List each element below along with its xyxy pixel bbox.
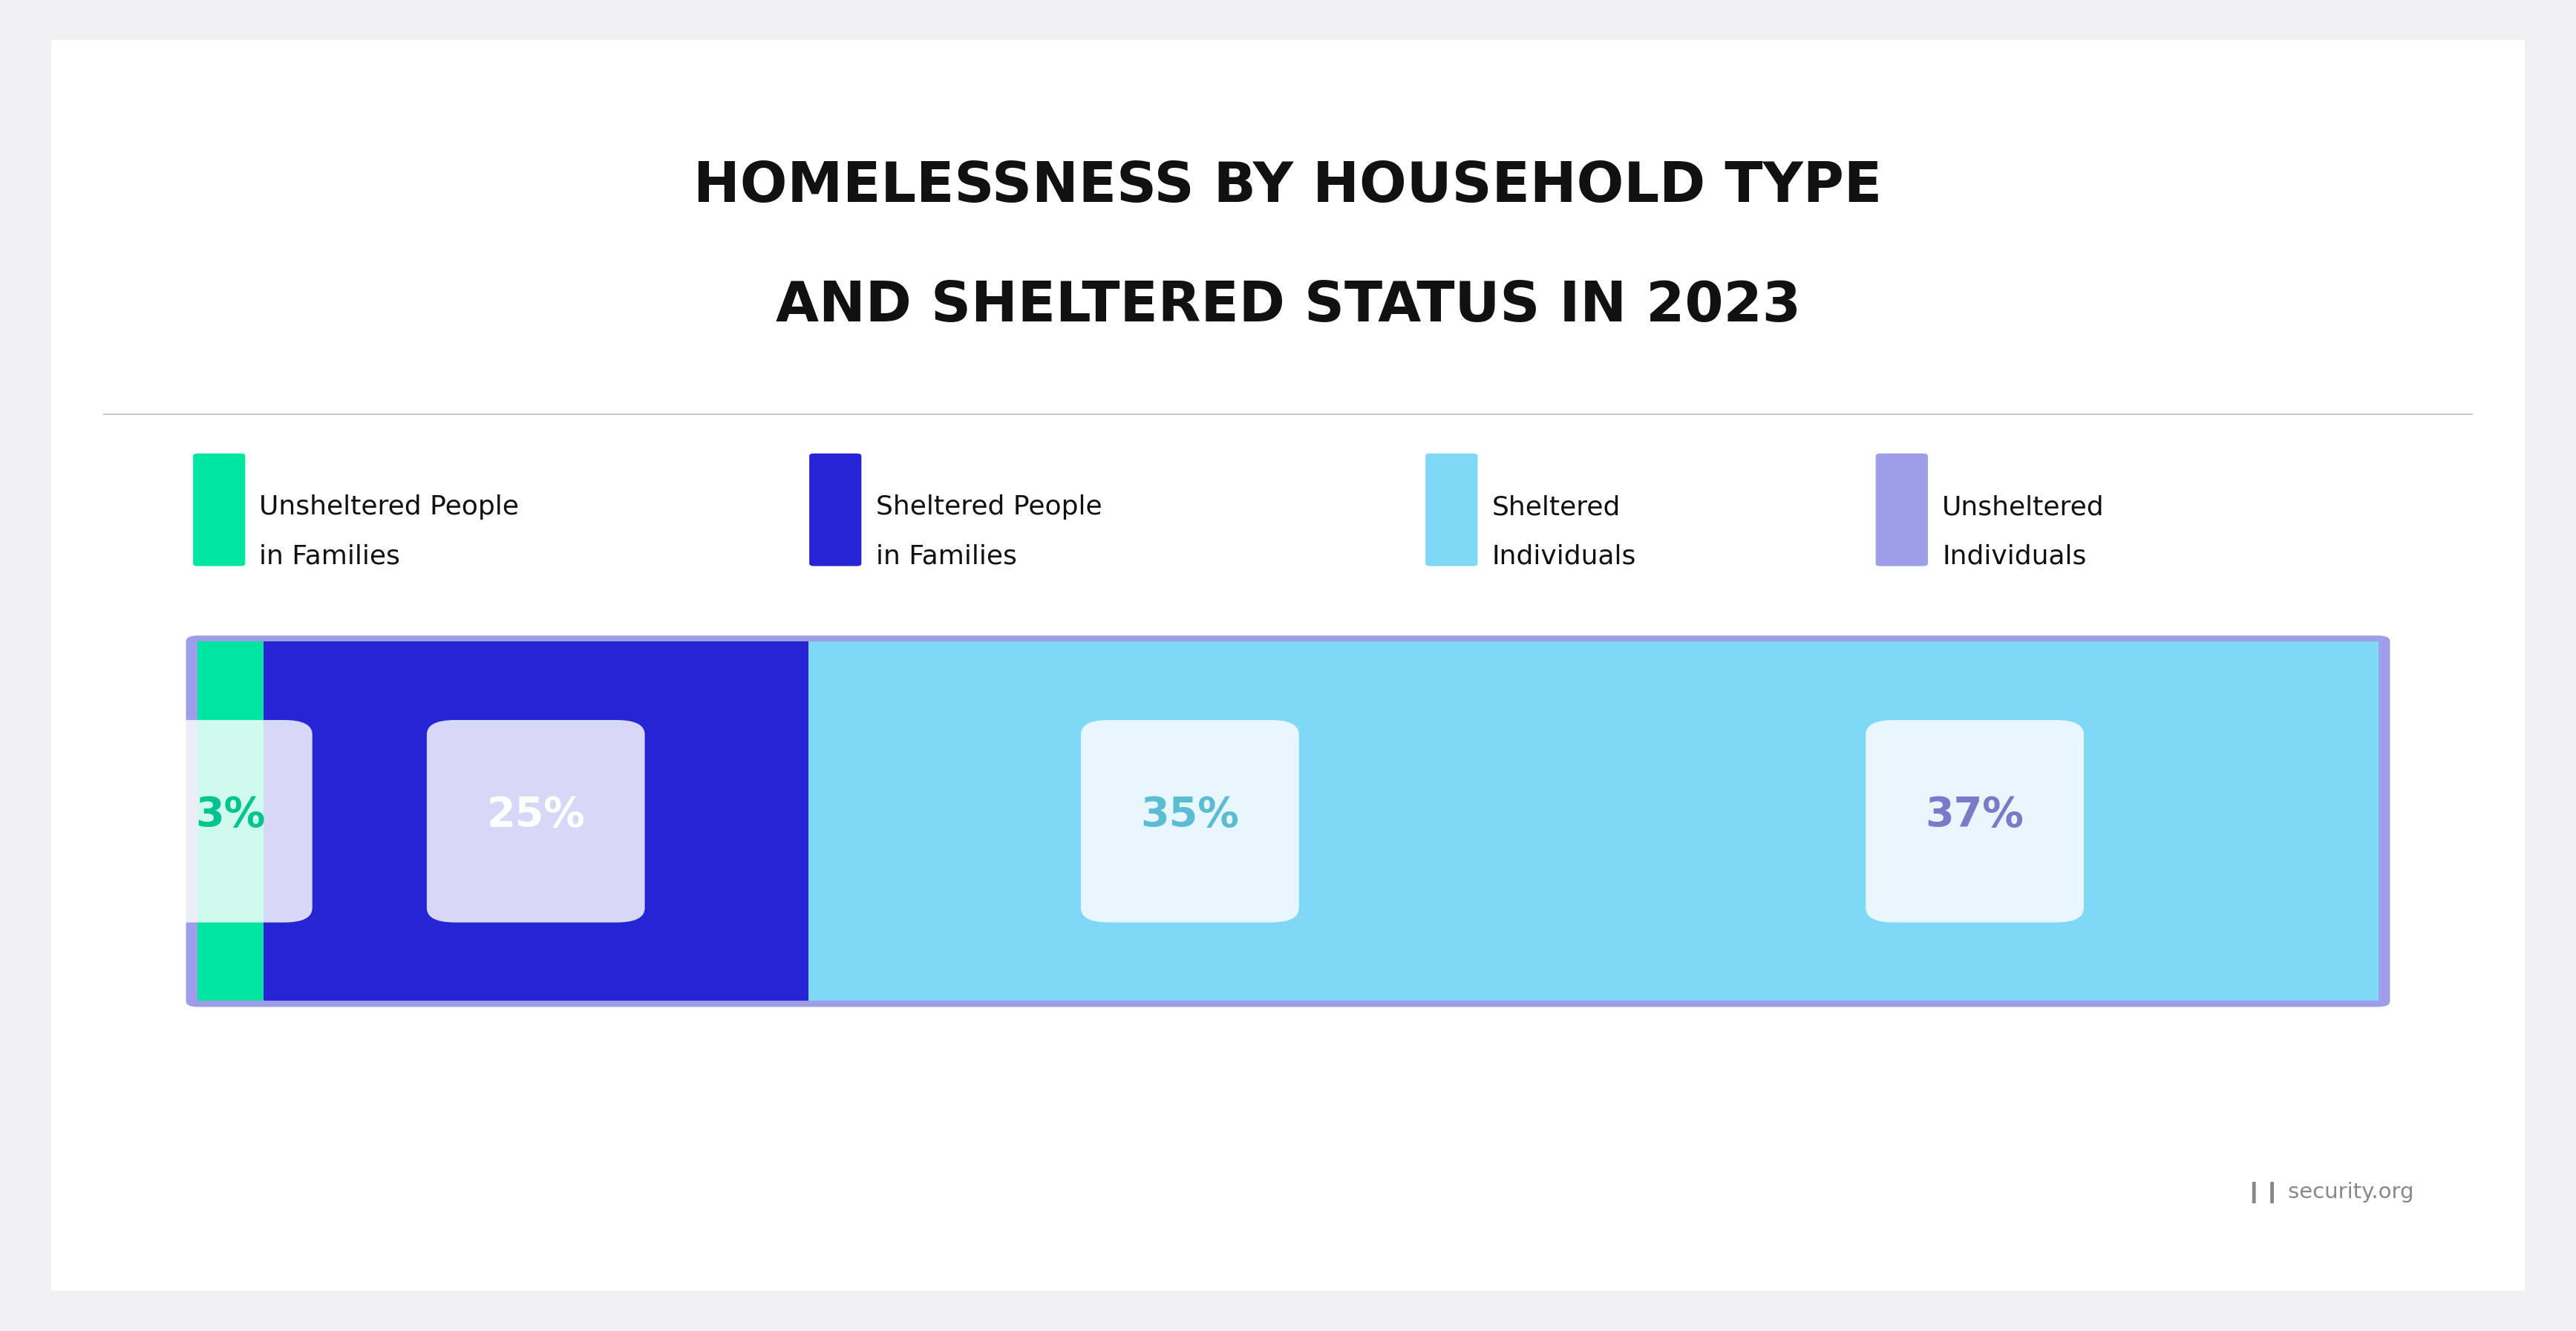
FancyBboxPatch shape [1875, 454, 1927, 566]
FancyBboxPatch shape [1425, 454, 1479, 566]
Text: HOMELESSNESS BY HOUSEHOLD TYPE: HOMELESSNESS BY HOUSEHOLD TYPE [693, 160, 1883, 213]
FancyBboxPatch shape [39, 33, 2537, 1298]
Text: 3%: 3% [196, 795, 265, 836]
Text: 37%: 37% [1924, 795, 2025, 836]
Text: Individuals: Individuals [1942, 544, 2087, 570]
Text: Individuals: Individuals [1492, 544, 1636, 570]
Bar [198, 642, 2378, 1001]
Text: in Families: in Families [260, 544, 399, 570]
Text: Sheltered: Sheltered [1492, 495, 1620, 520]
Bar [809, 642, 2378, 1001]
Text: in Families: in Families [876, 544, 1018, 570]
FancyBboxPatch shape [185, 635, 2391, 1006]
Text: Sheltered People: Sheltered People [876, 495, 1103, 520]
FancyBboxPatch shape [149, 720, 312, 922]
Text: 35%: 35% [1141, 795, 1239, 836]
Text: ❙❙ security.org: ❙❙ security.org [2244, 1182, 2414, 1203]
Bar [263, 642, 2378, 1001]
Text: Unsheltered: Unsheltered [1942, 495, 2105, 520]
Text: 25%: 25% [487, 795, 585, 836]
Text: AND SHELTERED STATUS IN 2023: AND SHELTERED STATUS IN 2023 [775, 280, 1801, 333]
FancyBboxPatch shape [1865, 720, 2084, 922]
FancyBboxPatch shape [428, 720, 644, 922]
FancyBboxPatch shape [193, 454, 245, 566]
FancyBboxPatch shape [1082, 720, 1298, 922]
FancyBboxPatch shape [809, 454, 860, 566]
Text: Unsheltered People: Unsheltered People [260, 495, 520, 520]
